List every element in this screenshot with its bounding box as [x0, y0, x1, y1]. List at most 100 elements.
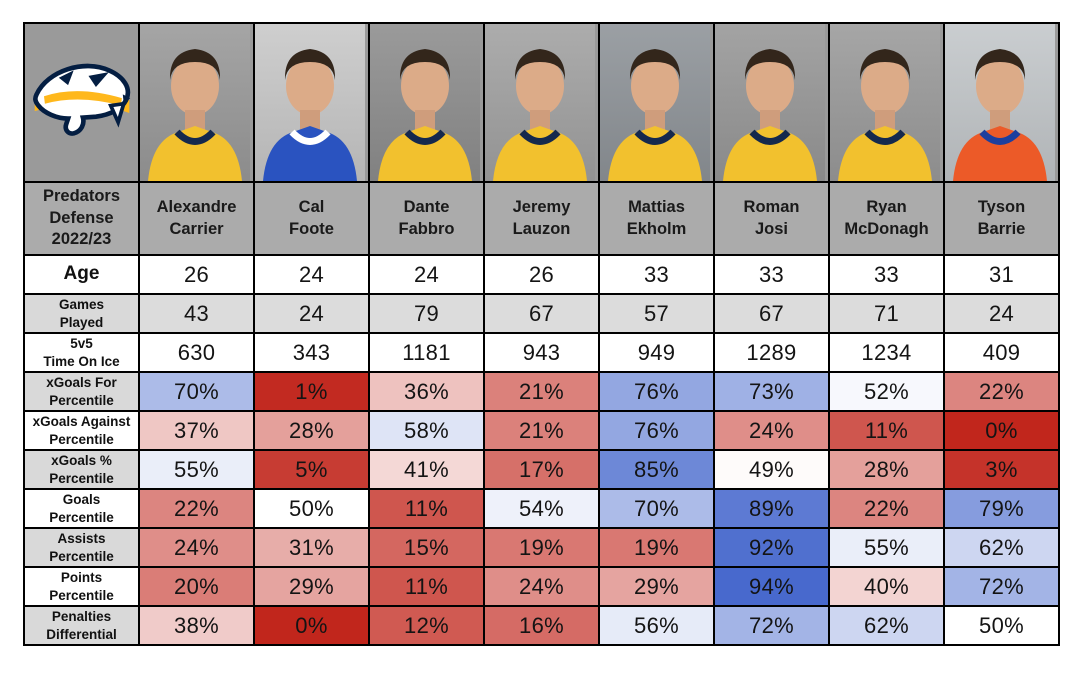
stat-value-cell: 79 [368, 293, 485, 334]
player-name-cell: Alexandre Carrier [138, 181, 255, 256]
player-last-name: McDonagh [844, 219, 929, 238]
stat-value-cell: 1181 [368, 332, 485, 373]
stat-value-cell: 73% [713, 371, 830, 412]
player-name-cell: Dante Fabbro [368, 181, 485, 256]
team-logo-cell [23, 22, 140, 183]
stat-value-cell: 11% [368, 566, 485, 607]
player-first-name: Dante [403, 198, 450, 217]
player-last-name: Foote [289, 219, 334, 238]
stat-value-cell: 85% [598, 449, 715, 490]
stat-value-cell: 21% [483, 371, 600, 412]
stat-value-cell: 40% [828, 566, 945, 607]
stat-row: Goals Percentile 22% 50% 11% 54% 70% 89% 22% 79% [23, 488, 1060, 529]
stat-value-cell: 24 [253, 293, 370, 334]
player-last-name: Lauzon [512, 219, 571, 238]
stat-label-line: Percentile [49, 470, 114, 486]
stat-value-cell: 33 [828, 254, 945, 295]
stat-value-cell: 5% [253, 449, 370, 490]
stat-label-cell: Games Played [23, 293, 140, 334]
stat-value-cell: 1% [253, 371, 370, 412]
stat-row: Age 26 24 24 26 33 33 33 31 [23, 254, 1060, 295]
stat-label-cell: Points Percentile [23, 566, 140, 607]
stat-value-cell: 70% [138, 371, 255, 412]
stat-value-cell: 22% [138, 488, 255, 529]
stat-value-cell: 54% [483, 488, 600, 529]
stat-value-cell: 19% [598, 527, 715, 568]
player-name-cell: Roman Josi [713, 181, 830, 256]
player-photo-cell [598, 22, 715, 183]
player-photo-cell [483, 22, 600, 183]
stats-table-body: Predators Defense 2022/23 Alexandre Carrier C… [23, 22, 1060, 646]
stat-label-line: xGoals % [51, 452, 112, 468]
stat-row: Games Played 43 24 79 67 57 67 71 24 [23, 293, 1060, 334]
stat-label-cell: 5v5 Time On Ice [23, 332, 140, 373]
stat-row: 5v5 Time On Ice 630 343 1181 943 949 1289 1234 40… [23, 332, 1060, 373]
stat-value-cell: 24 [368, 254, 485, 295]
stat-value-cell: 33 [598, 254, 715, 295]
stat-label-cell: Assists Percentile [23, 527, 140, 568]
stat-row: xGoals Against Percentile 37% 28% 58% 21% 76% 2… [23, 410, 1060, 451]
player-last-name: Ekholm [626, 219, 687, 238]
stat-value-cell: 28% [253, 410, 370, 451]
stat-value-cell: 22% [943, 371, 1060, 412]
stat-value-cell: 67 [483, 293, 600, 334]
stat-label-line: Assists [57, 530, 106, 546]
stat-value-cell: 94% [713, 566, 830, 607]
player-name-cell: Jeremy Lauzon [483, 181, 600, 256]
stat-value-cell: 92% [713, 527, 830, 568]
stat-value-cell: 0% [943, 410, 1060, 451]
stat-row: xGoals % Percentile 55% 5% 41% 17% 85% 49% 28% 3% [23, 449, 1060, 490]
stat-value-cell: 52% [828, 371, 945, 412]
stat-value-cell: 20% [138, 566, 255, 607]
player-last-name: Barrie [977, 219, 1026, 238]
stat-label-line: Age [63, 263, 100, 285]
stat-value-cell: 24% [138, 527, 255, 568]
stat-value-cell: 17% [483, 449, 600, 490]
stat-label-line: Points [60, 569, 103, 585]
player-name-cell: Tyson Barrie [943, 181, 1060, 256]
stat-label-line: Percentile [49, 509, 114, 525]
stat-value-cell: 76% [598, 371, 715, 412]
stat-value-cell: 3% [943, 449, 1060, 490]
stat-value-cell: 72% [943, 566, 1060, 607]
player-headshot [486, 25, 595, 180]
stat-value-cell: 33 [713, 254, 830, 295]
stat-label-cell: Penalties Differential [23, 605, 140, 646]
stat-value-cell: 943 [483, 332, 600, 373]
stat-label-cell: xGoals % Percentile [23, 449, 140, 490]
stat-value-cell: 79% [943, 488, 1060, 529]
stat-value-cell: 28% [828, 449, 945, 490]
player-last-name: Carrier [169, 219, 224, 238]
stat-value-cell: 62% [828, 605, 945, 646]
stat-value-cell: 22% [828, 488, 945, 529]
stat-label-line: Percentile [49, 587, 114, 603]
stat-value-cell: 49% [713, 449, 830, 490]
stat-label-line: Differential [46, 626, 117, 642]
stat-label-line: Played [59, 314, 104, 330]
stat-label-line: Time On Ice [43, 353, 120, 369]
stat-row: Penalties Differential 38% 0% 12% 16% 56% 72% 62… [23, 605, 1060, 646]
stat-label-line: xGoals For [46, 374, 117, 390]
table-title-line: 2022/23 [51, 230, 112, 249]
player-photo-cell [138, 22, 255, 183]
stat-row: Assists Percentile 24% 31% 15% 19% 19% 92% 55% 62… [23, 527, 1060, 568]
player-name-cell: Ryan McDonagh [828, 181, 945, 256]
predators-logo-icon [32, 63, 130, 136]
player-headshot [946, 25, 1055, 180]
stat-value-cell: 24% [483, 566, 600, 607]
stat-label-line: 5v5 [70, 335, 93, 351]
photo-row [23, 22, 1060, 183]
stat-value-cell: 31 [943, 254, 1060, 295]
player-name-cell: Cal Foote [253, 181, 370, 256]
stat-label-line: Goals [62, 491, 101, 507]
stat-value-cell: 41% [368, 449, 485, 490]
stat-value-cell: 0% [253, 605, 370, 646]
stat-value-cell: 71 [828, 293, 945, 334]
stat-label-cell: Age [23, 254, 140, 295]
stat-value-cell: 37% [138, 410, 255, 451]
stat-value-cell: 55% [828, 527, 945, 568]
player-headshot [716, 25, 825, 180]
player-headshot [256, 25, 365, 180]
stat-value-cell: 26 [483, 254, 600, 295]
